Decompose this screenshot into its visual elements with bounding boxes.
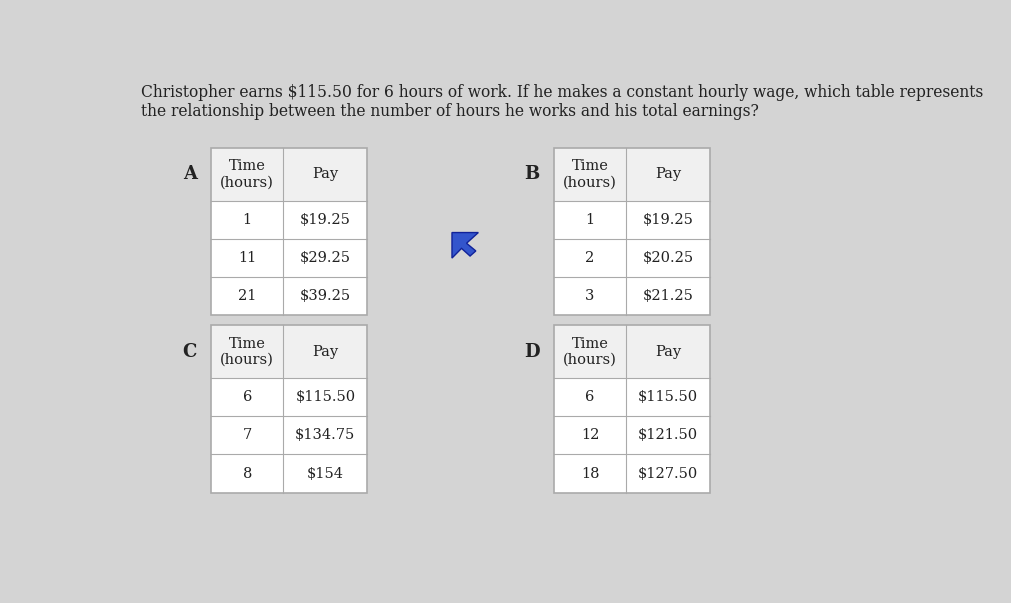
Bar	[211, 325, 367, 378]
Text: A: A	[183, 165, 197, 183]
Text: 1: 1	[585, 213, 594, 227]
Text: $134.75: $134.75	[295, 429, 355, 443]
Text: 3: 3	[584, 289, 594, 303]
Bar	[211, 325, 367, 493]
Text: 11: 11	[238, 251, 256, 265]
Bar	[211, 148, 367, 201]
Text: $19.25: $19.25	[642, 213, 693, 227]
Bar	[211, 378, 367, 493]
Text: 6: 6	[584, 390, 594, 405]
Text: 6: 6	[243, 390, 252, 405]
Bar	[553, 325, 710, 493]
Text: Pay: Pay	[654, 345, 680, 359]
Bar	[553, 378, 710, 493]
Text: $39.25: $39.25	[299, 289, 351, 303]
Text: $115.50: $115.50	[295, 390, 355, 405]
Text: 7: 7	[243, 429, 252, 443]
Text: $21.25: $21.25	[642, 289, 693, 303]
Text: Time
(hours): Time (hours)	[562, 336, 617, 367]
Text: B: B	[524, 165, 539, 183]
Bar	[553, 201, 710, 315]
Text: 18: 18	[580, 467, 599, 481]
Bar	[211, 148, 367, 315]
Text: Pay: Pay	[312, 167, 338, 182]
Text: Time
(hours): Time (hours)	[562, 159, 617, 189]
Text: $19.25: $19.25	[299, 213, 351, 227]
Text: 21: 21	[238, 289, 256, 303]
Text: $127.50: $127.50	[637, 467, 698, 481]
Text: Time
(hours): Time (hours)	[220, 159, 274, 189]
Text: D: D	[524, 343, 539, 361]
Text: $115.50: $115.50	[637, 390, 698, 405]
Text: Pay: Pay	[312, 345, 338, 359]
Text: Time
(hours): Time (hours)	[220, 336, 274, 367]
Polygon shape	[452, 233, 478, 258]
Text: $29.25: $29.25	[299, 251, 351, 265]
Bar	[553, 325, 710, 378]
Text: 1: 1	[243, 213, 252, 227]
Bar	[211, 201, 367, 315]
Text: Pay: Pay	[654, 167, 680, 182]
Text: $154: $154	[306, 467, 344, 481]
Text: 12: 12	[580, 429, 599, 443]
Text: C: C	[183, 343, 197, 361]
Text: $20.25: $20.25	[642, 251, 693, 265]
Text: the relationship between the number of hours he works and his total earnings?: the relationship between the number of h…	[141, 103, 757, 119]
Bar	[553, 148, 710, 315]
Text: 2: 2	[584, 251, 594, 265]
Bar	[553, 148, 710, 201]
Text: Christopher earns $115.50 for 6 hours of work. If he makes a constant hourly wag: Christopher earns $115.50 for 6 hours of…	[141, 84, 982, 101]
Text: $121.50: $121.50	[637, 429, 698, 443]
Text: 8: 8	[243, 467, 252, 481]
